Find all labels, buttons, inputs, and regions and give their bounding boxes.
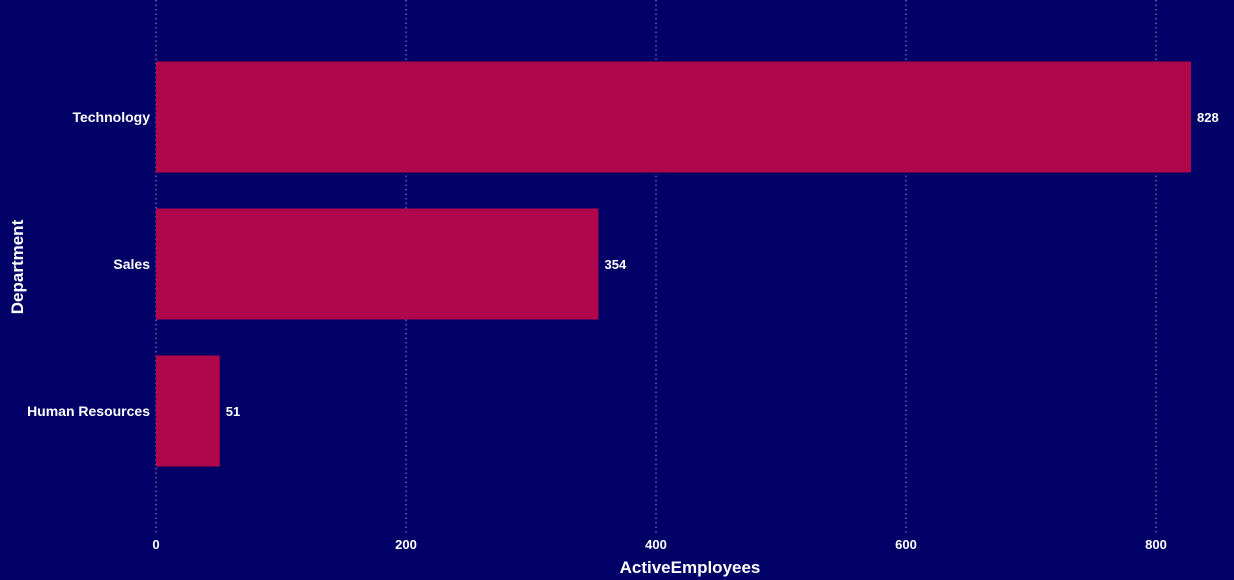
category-label-sales: Sales: [113, 256, 150, 272]
x-tick-label-600: 600: [895, 537, 917, 552]
x-tick-label-400: 400: [645, 537, 667, 552]
value-label-human-resources: 51: [226, 404, 240, 419]
x-tick-labels: 0 200 400 600 800: [152, 537, 1166, 552]
category-labels: Technology Sales Human Resources: [27, 109, 150, 419]
x-tick-label-200: 200: [395, 537, 417, 552]
value-label-sales: 354: [605, 257, 627, 272]
category-label-technology: Technology: [72, 109, 150, 125]
value-label-technology: 828: [1197, 110, 1219, 125]
bar-technology: [156, 61, 1191, 173]
data-labels: 828 354 51: [226, 110, 1219, 419]
bars: [156, 61, 1191, 467]
category-label-human-resources: Human Resources: [27, 403, 150, 419]
bar-sales: [156, 208, 599, 320]
y-axis-title: Department: [8, 219, 27, 314]
bar-human-resources: [156, 355, 220, 467]
x-axis-title: ActiveEmployees: [620, 558, 761, 577]
x-tick-label-800: 800: [1145, 537, 1167, 552]
x-tick-label-0: 0: [152, 537, 159, 552]
